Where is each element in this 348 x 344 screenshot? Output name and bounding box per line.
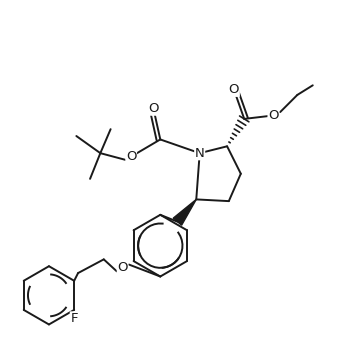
Text: O: O	[126, 150, 136, 163]
Text: O: O	[229, 83, 239, 96]
Text: O: O	[268, 109, 279, 122]
Text: O: O	[148, 102, 159, 115]
Polygon shape	[173, 200, 196, 225]
Text: F: F	[70, 312, 78, 325]
Text: N: N	[195, 147, 205, 160]
Text: O: O	[117, 261, 128, 275]
